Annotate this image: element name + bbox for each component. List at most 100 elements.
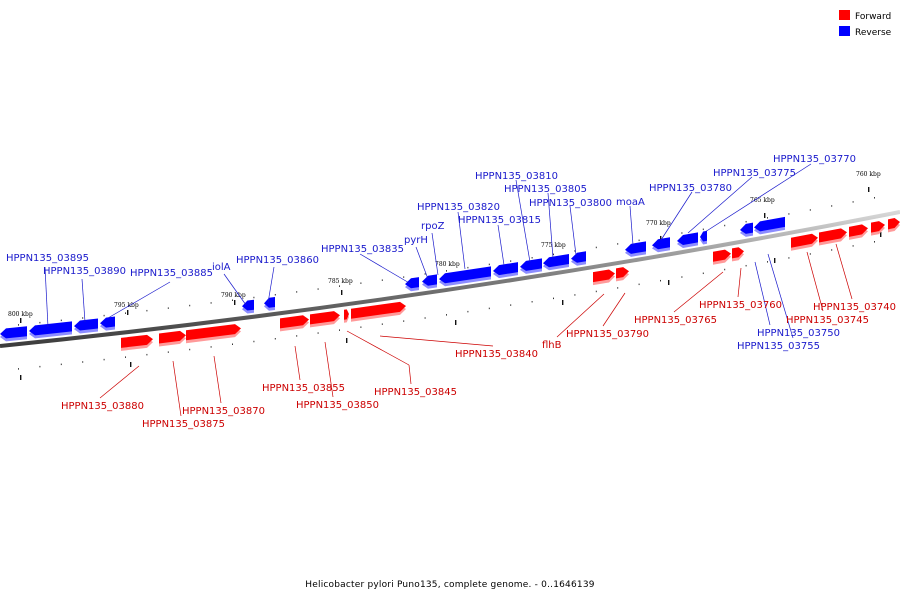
forward-gene-arrow — [593, 269, 615, 283]
minor-tick — [638, 239, 640, 242]
forward-gene-arrow — [310, 311, 340, 325]
minor-tick — [360, 326, 362, 328]
forward-strand-genes — [121, 218, 900, 351]
gene-label: HPPN135_03835 — [321, 244, 404, 255]
gene-label: HPPN135_03805 — [504, 184, 587, 195]
tick-label: 760 kbp — [856, 171, 881, 178]
minor-tick — [189, 348, 191, 351]
gene-label: HPPN135_03790 — [566, 329, 649, 340]
minor-tick — [488, 307, 490, 310]
gene-label: HPPN135_03895 — [6, 253, 89, 264]
gene-label: HPPN135_03840 — [455, 349, 538, 360]
forward-gene-arrow — [871, 221, 885, 233]
minor-tick — [788, 257, 790, 259]
minor-tick — [360, 282, 362, 284]
minor-tick — [467, 266, 469, 269]
minor-tick — [595, 246, 597, 249]
minor-tick — [253, 340, 255, 343]
minor-tick — [103, 358, 105, 361]
legend: Forward Reverse — [839, 10, 892, 38]
minor-tick — [681, 276, 683, 278]
minor-tick — [18, 324, 19, 326]
minor-tick — [146, 309, 148, 312]
gene-label: HPPN135_03760 — [699, 300, 782, 311]
legend-forward-label: Forward — [855, 12, 891, 22]
gene-label: pyrH — [404, 235, 428, 246]
legend-reverse-swatch — [839, 26, 850, 36]
reverse-gene-arrow — [754, 216, 785, 232]
minor-tick — [39, 365, 41, 368]
minor-tick — [317, 332, 319, 334]
reverse-gene-arrow — [74, 318, 98, 331]
minor-tick — [381, 323, 383, 325]
reverse-gene-arrow — [543, 254, 569, 268]
reverse-gene-arrow — [700, 230, 707, 242]
reverse-gene-labels: HPPN135_03895 HPPN135_03890 HPPN135_0388… — [6, 154, 856, 352]
minor-tick — [874, 197, 875, 199]
reverse-gene-arrow — [29, 321, 72, 336]
minor-tick — [446, 270, 447, 272]
gene-label: HPPN135_03880 — [61, 401, 144, 412]
minor-tick — [831, 205, 833, 207]
gene-label: HPPN135_03755 — [737, 341, 820, 352]
minor-tick — [125, 312, 126, 314]
minor-tick — [681, 232, 683, 234]
minor-tick — [210, 302, 212, 304]
forward-gene-arrow — [121, 334, 153, 348]
reverse-gene-arrow — [625, 241, 646, 254]
gene-label: moaA — [616, 197, 645, 208]
forward-gene-arrow — [819, 228, 847, 243]
minor-tick — [831, 249, 833, 251]
minor-tick — [595, 290, 597, 293]
minor-tick — [125, 356, 126, 358]
minor-tick — [381, 279, 383, 281]
gene-label: HPPN135_03820 — [417, 202, 500, 213]
minor-tick — [488, 263, 490, 266]
major-tick — [764, 213, 766, 218]
minor-tick — [60, 319, 62, 322]
major-tick — [127, 310, 129, 315]
tick-label: 790 kbp — [221, 292, 246, 299]
minor-tick — [403, 276, 405, 278]
forward-gene-arrow — [186, 324, 241, 341]
forward-gene-arrow — [849, 224, 868, 237]
minor-tick — [745, 220, 747, 223]
major-tick — [341, 290, 343, 295]
minor-tick — [638, 283, 640, 286]
minor-tick — [702, 228, 704, 231]
reverse-gene-arrow — [264, 296, 275, 308]
minor-tick — [531, 301, 533, 303]
minor-tick — [232, 343, 233, 345]
reverse-gene-arrow — [677, 232, 698, 245]
reverse-gene-arrow — [422, 274, 437, 286]
forward-gene-arrow — [351, 301, 406, 319]
gene-label: HPPN135_03845 — [374, 387, 457, 398]
minor-tick — [82, 317, 84, 319]
forward-gene-arrow — [888, 218, 900, 230]
reverse-gene-arrow — [652, 237, 670, 250]
minor-tick — [531, 257, 533, 259]
forward-gene-arrow — [713, 249, 731, 262]
minor-tick — [767, 217, 768, 219]
minor-tick — [767, 261, 768, 263]
gene-label: HPPN135_03800 — [529, 198, 612, 209]
genome-caption: Helicobacter pylori Puno135, complete ge… — [305, 580, 594, 590]
gene-label: HPPN135_03765 — [634, 315, 717, 326]
reverse-gene-arrow — [242, 299, 254, 311]
minor-tick — [553, 297, 554, 300]
minor-tick — [274, 337, 276, 340]
reverse-gene-arrow — [100, 316, 115, 328]
gene-label: HPPN135_03885 — [130, 268, 213, 279]
minor-tick — [574, 294, 576, 296]
reverse-gene-arrow — [571, 251, 586, 263]
minor-tick — [510, 260, 512, 262]
gene-label: HPPN135_03870 — [182, 406, 265, 417]
minor-tick — [510, 304, 512, 306]
forward-gene-arrow — [344, 309, 349, 320]
minor-tick — [232, 299, 233, 301]
minor-tick — [724, 268, 726, 271]
reverse-gene-arrow — [740, 222, 753, 234]
reverse-gene-arrow — [405, 277, 419, 289]
major-tick — [774, 258, 776, 263]
minor-tick — [852, 201, 854, 203]
